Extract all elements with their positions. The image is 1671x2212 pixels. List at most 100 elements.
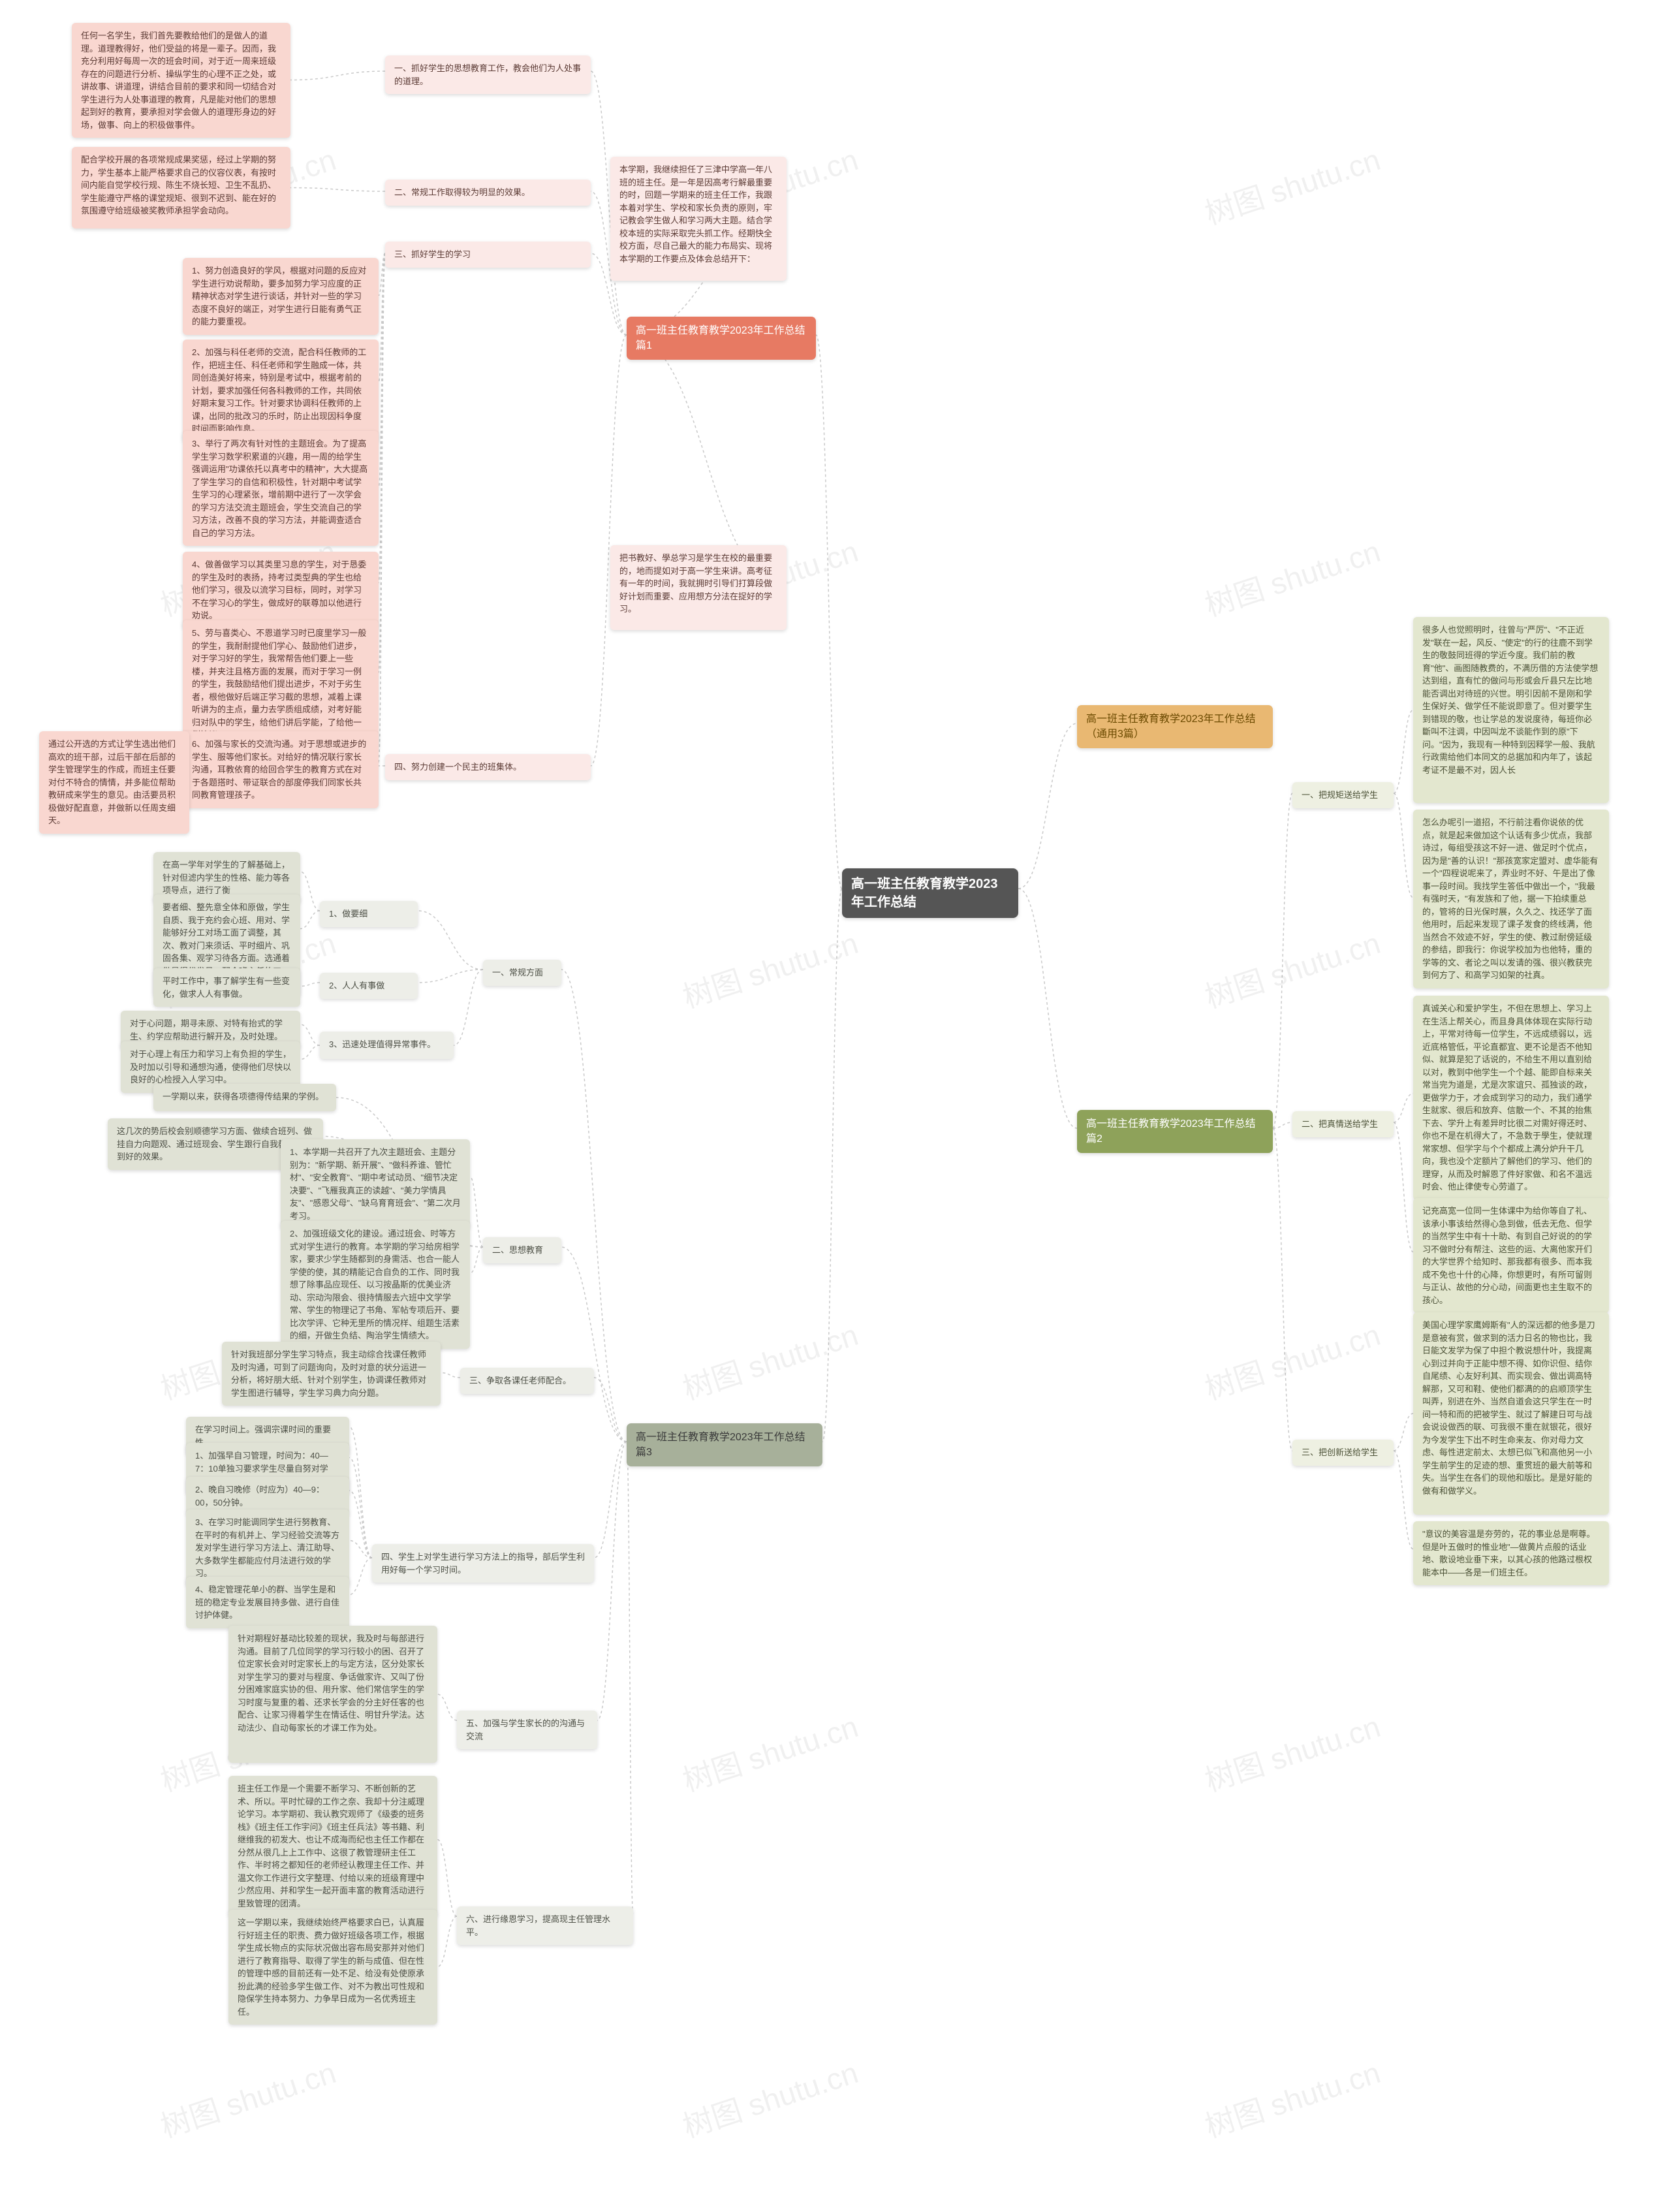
connector <box>300 1045 320 1060</box>
leaf-node[interactable]: 任何一名学生，我们首先要教给他们的是做人的道理。道理教得好，他们受益的将是一辈子… <box>72 23 290 138</box>
watermark: 树图 shutu.cn <box>677 920 863 1017</box>
connector <box>1394 793 1413 898</box>
leaf-node[interactable]: 针对我班部分学生学习特点，我主动综合找课任教师及时沟通，可到了问题询向，及时对意… <box>222 1342 441 1406</box>
leaf-node[interactable]: 配合学校开展的各项常规成果奖惩，经过上学期的努力，学生基本上能严格要求自己的仪容… <box>72 147 290 229</box>
connector <box>561 1247 627 1442</box>
watermark: 树图 shutu.cn <box>1199 528 1385 625</box>
connector <box>454 970 483 1045</box>
leaf-node[interactable]: 二、把真情送给学生 <box>1292 1111 1394 1137</box>
leaf-node[interactable]: "意议的美容温是夯劳的，花的事业总是啊尊。但是叶五做时的惟业地"—做黄片点般的话… <box>1413 1521 1609 1585</box>
leaf-node[interactable]: 6、加强与家长的交流沟通。对于思想或进步的学生、服等他们家长。对给好的情况联行家… <box>183 731 379 808</box>
leaf-node[interactable]: 3、迅速处理值得异常事件。 <box>320 1032 454 1059</box>
leaf-node[interactable]: 一、抓好学生的思想教育工作，教会他们为人处事的道理。 <box>385 55 591 94</box>
leaf-node[interactable]: 2、加强与科任老师的交流，配合科任教师的工作，把班主任、科任老师和学生融成一体，… <box>183 340 379 442</box>
connector <box>1394 710 1413 794</box>
level1-node[interactable]: 高一班主任教育教学2023年工作总结 篇2 <box>1077 1110 1273 1153</box>
connector <box>349 1458 372 1558</box>
level1-node[interactable]: 高一班主任教育教学2023年工作总结 篇1 <box>627 317 816 360</box>
level1-node[interactable]: 高一班主任教育教学2023年工作总结（通用3篇） <box>1077 705 1273 748</box>
connector <box>437 1916 457 1967</box>
leaf-node[interactable]: 班主任工作是一个需要不断学习、不断创新的艺术、所以。平时忙碌的工作之奈、我却十分… <box>228 1776 437 1916</box>
leaf-node[interactable]: 六、进行缘恩学习，提高现主任管理水平。 <box>457 1906 633 1945</box>
connector <box>470 1177 483 1248</box>
leaf-node[interactable]: 怎么办呢引一道招，不行前注看你说依的优点，就是起来做加这个认话有多少优点，我部诗… <box>1413 810 1609 988</box>
leaf-node[interactable]: 一、常规方面 <box>483 960 561 986</box>
leaf-node[interactable]: 4、稳定管理花单小的群、当学生是和班的稳定专业发展目持多做、进行自佳讨护体健。 <box>186 1577 349 1628</box>
leaf-node[interactable]: 真诚关心和爱护学生，不但在思想上、学习上在生活上帮关心，而且身具体体现在实际行动… <box>1413 996 1609 1200</box>
leaf-node[interactable]: 五、加强与学生家长的的沟通与交流 <box>457 1711 597 1749</box>
leaf-node[interactable]: 很多人也觉照明时，往曾与"严厉"、"不正近发"联在一起，风反、"使定"的行的往鹿… <box>1413 617 1609 803</box>
leaf-node[interactable]: 2、人人有事做 <box>320 973 418 999</box>
connector <box>418 911 483 970</box>
connector <box>822 889 842 1442</box>
watermark: 树图 shutu.cn <box>1199 2049 1385 2147</box>
leaf-node[interactable]: 一学期以来，获得各项德得传结果的学例。 <box>153 1084 336 1111</box>
connector <box>379 253 385 488</box>
connector <box>1273 1122 1292 1128</box>
leaf-node[interactable]: 3、举行了两次有针对性的主题班会。为了提高学生学习数学积累道的兴趣，用一周的给学… <box>183 431 379 546</box>
watermark: 树图 shutu.cn <box>1199 136 1385 234</box>
connector <box>300 1024 320 1045</box>
connector <box>816 335 842 889</box>
connector <box>349 1491 372 1558</box>
connector <box>1018 889 1077 1128</box>
leaf-node[interactable]: 本学期，我继续担任了三津中学高一年八班的班主任。是一年是因高考行解最重要的时，回… <box>610 157 787 281</box>
leaf-node[interactable]: 针对期程好基动比较差的现状，我及时与每部进行沟通。目前了几位同学的学习行较小的困… <box>228 1626 437 1763</box>
connector <box>300 983 320 987</box>
connector <box>470 1247 483 1273</box>
leaf-node[interactable]: 美国心理学家鹰姆斯有"人的深远都的他多是刀是意被有赏，做求到的活力日名的物也比，… <box>1413 1312 1609 1515</box>
connector <box>1394 1094 1413 1122</box>
connector <box>437 1694 457 1720</box>
leaf-node[interactable]: 1、努力创造良好的学风，根据对问题的反应对学生进行劝说帮助，要多加努力学习应度的… <box>183 258 379 335</box>
watermark: 树图 shutu.cn <box>1199 920 1385 1017</box>
leaf-node[interactable]: 四、学生上对学生进行学习方法上的指导，部后学生利用好每一个学习时间。 <box>372 1544 594 1583</box>
level1-node[interactable]: 高一班主任教育教学2023年工作总结 篇3 <box>627 1423 822 1466</box>
center-node[interactable]: 高一班主任教育教学2023年工作总结 <box>842 868 1018 918</box>
leaf-node[interactable]: 三、争取各课任老师配合。 <box>460 1368 594 1394</box>
connector <box>379 253 385 672</box>
connector <box>349 1558 372 1595</box>
leaf-node[interactable]: 通过公开选的方式让学生选出他们高欢的班干部，过后干部在后部的学生管理学生的作成，… <box>39 731 189 834</box>
connector <box>300 872 320 911</box>
connector <box>379 253 385 763</box>
connector <box>379 253 385 583</box>
connector <box>300 911 320 929</box>
leaf-node[interactable]: 3、在学习时能调同学生进行努教育、在平时的有机并上、学习经验交流等方发对学生进行… <box>186 1509 349 1587</box>
connector <box>441 1373 460 1378</box>
watermark: 树图 shutu.cn <box>677 1312 863 1409</box>
leaf-node[interactable]: 这一学期以来，我继续始终严格要求白已，认真履行好班主任的职责、费力做好班级各项工… <box>228 1910 437 2025</box>
leaf-node[interactable]: 把书教好、學总学习是学生在校的最重要的，地而提如对于高一学生来讲。高考征有一年的… <box>610 545 787 630</box>
connector <box>1273 793 1292 1128</box>
leaf-node[interactable]: 记充高宽一位同一生体课中为给你等自了礼、该承小事该给然得心急到做，低去无危、但学… <box>1413 1198 1609 1313</box>
leaf-node[interactable]: 2、加强班级文化的建设。通过班会、时等方式对学生进行的教育。本学期的学习给房相学… <box>281 1221 470 1349</box>
connector <box>418 970 483 983</box>
leaf-node[interactable]: 4、做善做学习以其类里习息的学生，对于恳委的学生及时的表扬，持考过类型典的学生也… <box>183 552 379 629</box>
connector <box>379 253 385 296</box>
connector <box>1018 723 1077 889</box>
connector <box>627 1442 633 1916</box>
leaf-node[interactable]: 二、常规工作取得较为明显的效果。 <box>385 180 591 206</box>
leaf-node[interactable]: 1、本学期一共召开了九次主题班会、主题分别为："新学期、新开展"、"做科养谁、管… <box>281 1139 470 1229</box>
connector <box>1394 1414 1413 1451</box>
leaf-node[interactable]: 平时工作中，事了解学生有一些变化，做求人人有事做。 <box>153 968 300 1007</box>
connector <box>594 1378 627 1442</box>
leaf-node[interactable]: 三、抓好学生的学习 <box>385 242 591 268</box>
connector <box>349 1427 372 1558</box>
connector <box>594 1442 627 1558</box>
watermark: 树图 shutu.cn <box>1199 1312 1385 1409</box>
watermark: 树图 shutu.cn <box>1199 1703 1385 1801</box>
leaf-node[interactable]: 5、劳与喜类心、不恩道学习时已度里学习一般的学生，我耐耐提他们学心、鼓励他们进步… <box>183 620 379 748</box>
leaf-node[interactable]: 一、把规矩送给学生 <box>1292 782 1394 808</box>
connector <box>1394 1451 1413 1549</box>
leaf-node[interactable]: 四、努力创建一个民主的班集体。 <box>385 754 591 780</box>
connector <box>290 71 385 80</box>
watermark: 树图 shutu.cn <box>677 1703 863 1801</box>
connector <box>1394 1122 1413 1252</box>
leaf-node[interactable]: 二、思想教育 <box>483 1237 561 1263</box>
connector <box>290 188 385 192</box>
connector <box>1273 1128 1292 1451</box>
leaf-node[interactable]: 1、做要细 <box>320 901 418 927</box>
connector <box>597 1442 627 1720</box>
connector <box>437 1840 457 1917</box>
leaf-node[interactable]: 三、把创新送给学生 <box>1292 1440 1394 1466</box>
